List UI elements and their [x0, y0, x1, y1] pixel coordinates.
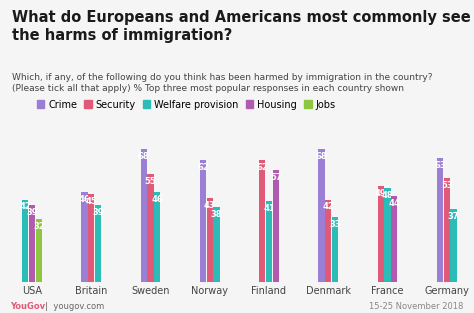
Bar — [36, 219, 42, 282]
Bar — [81, 192, 88, 282]
Bar — [200, 160, 206, 282]
Text: 57: 57 — [270, 173, 282, 182]
Bar — [207, 198, 213, 282]
Bar — [437, 158, 443, 282]
Text: 42: 42 — [19, 203, 31, 212]
Text: YouGov: YouGov — [10, 302, 46, 311]
Bar — [273, 170, 279, 282]
Text: 62: 62 — [256, 163, 268, 172]
Bar — [29, 205, 35, 282]
Bar — [325, 200, 331, 282]
Text: 15-25 November 2018: 15-25 November 2018 — [369, 302, 464, 311]
Text: 49: 49 — [375, 189, 386, 198]
Bar — [266, 202, 272, 282]
Text: 63: 63 — [434, 162, 446, 170]
Bar — [384, 188, 391, 282]
Text: 48: 48 — [382, 191, 393, 200]
Text: 45: 45 — [85, 197, 97, 206]
Text: 39: 39 — [92, 208, 104, 217]
Text: 39: 39 — [26, 208, 38, 217]
Text: 41: 41 — [263, 204, 275, 213]
Bar — [88, 194, 94, 282]
Bar — [318, 149, 325, 282]
Bar — [147, 174, 154, 282]
Text: 42: 42 — [322, 203, 334, 212]
Bar — [22, 200, 28, 282]
Bar — [391, 196, 398, 282]
Text: 68: 68 — [316, 151, 327, 161]
Bar — [444, 178, 450, 282]
Text: |  yougov.com: | yougov.com — [40, 302, 105, 311]
Bar — [450, 209, 457, 282]
Text: 43: 43 — [204, 201, 216, 209]
Bar — [95, 205, 101, 282]
Bar — [259, 160, 265, 282]
Text: 32: 32 — [33, 222, 45, 231]
Text: 55: 55 — [145, 177, 156, 186]
Text: 62: 62 — [197, 163, 209, 172]
Bar — [377, 186, 384, 282]
Bar — [213, 208, 220, 282]
Text: 68: 68 — [138, 151, 149, 161]
Bar — [140, 149, 147, 282]
Legend: Crime, Security, Welfare provision, Housing, Jobs: Crime, Security, Welfare provision, Hous… — [33, 96, 339, 113]
Text: 46: 46 — [151, 195, 163, 204]
Text: 53: 53 — [441, 181, 453, 190]
Text: 37: 37 — [448, 212, 459, 221]
Bar — [332, 217, 338, 282]
Text: 46: 46 — [79, 195, 91, 204]
Text: 33: 33 — [329, 220, 341, 229]
Text: 38: 38 — [211, 210, 222, 219]
Bar — [154, 192, 161, 282]
Text: What do Europeans and Americans most commonly see as being
the harms of immigrat: What do Europeans and Americans most com… — [12, 10, 474, 43]
Text: 44: 44 — [388, 198, 400, 208]
Text: Which, if any, of the following do you think has been harmed by immigration in t: Which, if any, of the following do you t… — [12, 73, 432, 93]
